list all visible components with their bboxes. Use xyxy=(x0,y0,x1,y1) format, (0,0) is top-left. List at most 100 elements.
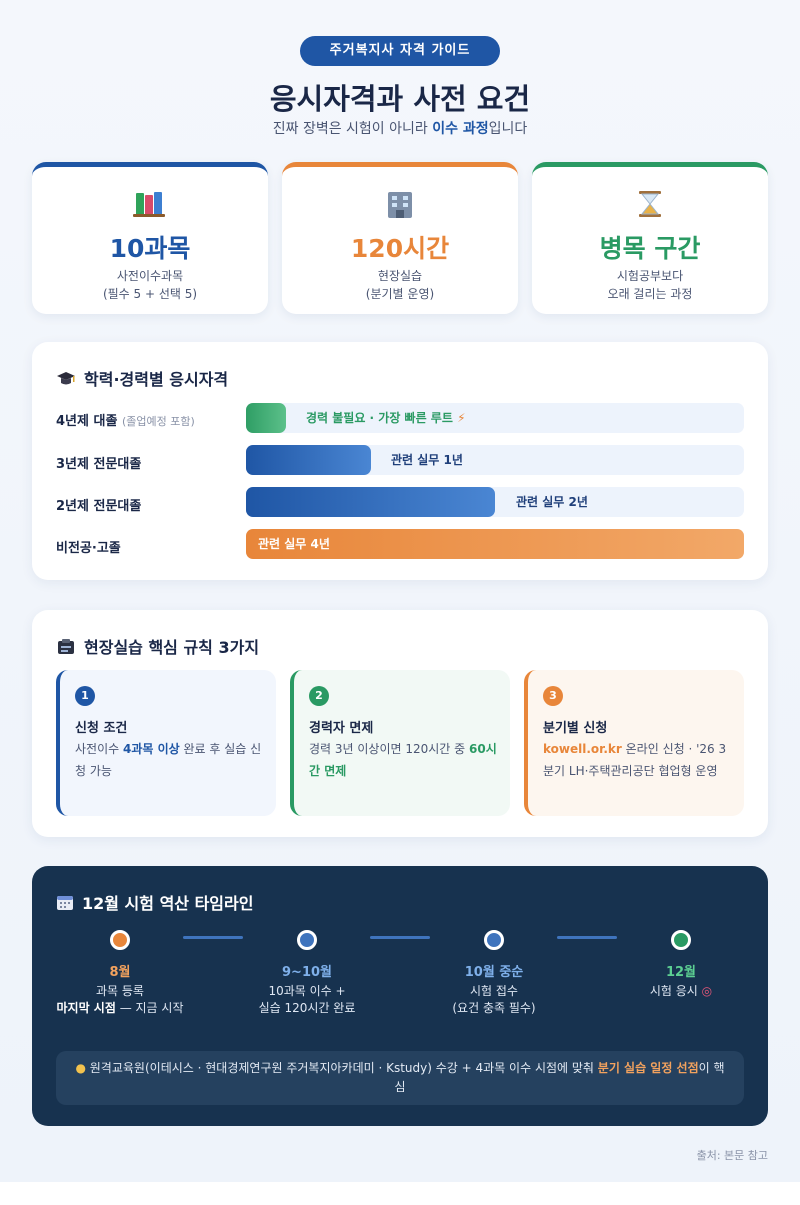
hourglass-icon xyxy=(639,191,661,217)
rule-card-apply: 1 신청 조건 사전이수 4과목 이상 완료 후 실습 신청 가능 xyxy=(56,670,276,816)
row-label-text: 4년제 대졸 xyxy=(56,414,118,429)
eligibility-row-label: 4년제 대졸 (졸업예정 포함) xyxy=(56,410,195,429)
eligibility-title: 학력·경력별 응시자격 xyxy=(84,370,229,389)
guide-badge: 주거복지사 자격 가이드 xyxy=(300,36,500,66)
rule-card-exemption: 2 경력자 면제 경력 3년 이상이면 120시간 중 60시간 면제 xyxy=(290,670,510,816)
timeline-step-title: 8월 xyxy=(109,965,131,980)
timeline-connector xyxy=(183,936,243,939)
stat-desc: 현장실습 xyxy=(377,269,423,283)
clipboard-icon xyxy=(58,639,74,654)
eligibility-bar-fill xyxy=(246,487,495,517)
eligibility-row-label: 3년제 전문대졸 xyxy=(56,457,142,472)
stat-desc-sub: 오래 걸리는 과정 xyxy=(607,287,693,301)
timeline-step-desc: 시험 응시 ◎ xyxy=(611,983,751,1000)
rule-text: 경력 3년 이상이면 120시간 중 xyxy=(309,742,470,756)
step-text: — 지금 시작 xyxy=(115,1001,184,1015)
stat-desc-sub: (분기별 운영) xyxy=(365,287,435,301)
rule-highlight: 60시간 면제 xyxy=(309,742,497,778)
timeline-dot xyxy=(671,930,691,950)
timeline-connector xyxy=(370,936,430,939)
rule-card-quarterly: 3 분기별 신청 kowell.or.kr 온라인 신청 · '26 3분기 L… xyxy=(524,670,744,816)
eligibility-bar-text: 관련 실무 1년 xyxy=(391,453,463,467)
row-label-note: (졸업예정 포함) xyxy=(121,415,195,428)
source-note: 출처: 본문 참고 xyxy=(696,1149,768,1162)
stat-desc-sub: (필수 5 + 선택 5) xyxy=(102,287,198,301)
rule-text: 사전이수 xyxy=(75,742,123,756)
tip-highlight: 분기 실습 일정 선점 xyxy=(597,1061,699,1075)
page-title: 응시자격과 사전 요건 xyxy=(269,82,531,116)
stat-value: 10과목 xyxy=(109,234,191,263)
eligibility-bar-text: 관련 실무 4년 xyxy=(258,537,330,551)
rule-desc: kowell.or.kr 온라인 신청 · '26 3분기 LH·주택관리공단 … xyxy=(543,738,732,782)
rule-link-text: kowell.or.kr xyxy=(543,742,622,756)
tip-text: 원격교육원(이테시스 · 현대경제연구원 주거복지아카데미 · Kstudy) … xyxy=(89,1061,598,1075)
eligibility-heading: 학력·경력별 응시자격 xyxy=(56,366,228,390)
rule-number: 3 xyxy=(543,686,563,706)
stat-card-practice: 120시간 현장실습 (분기별 운영) xyxy=(282,162,518,314)
rule-number: 1 xyxy=(75,686,95,706)
rule-title: 신청 조건 xyxy=(75,721,128,736)
rule-text-end: 온라인 신청 · '26 3분기 LH·주택관리공단 협업형 운영 xyxy=(543,742,727,778)
eligibility-bar-text: 관련 실무 2년 xyxy=(516,495,588,509)
graduation-cap-icon xyxy=(57,372,75,385)
building-icon xyxy=(388,192,412,218)
stat-desc: 사전이수과목 xyxy=(116,269,184,283)
rule-desc: 경력 3년 이상이면 120시간 중 60시간 면제 xyxy=(309,738,498,782)
calendar-icon xyxy=(57,896,73,910)
stat-desc: 시험공부보다 xyxy=(616,269,684,283)
step-line: 10과목 이수 + xyxy=(268,984,346,998)
bar-label: 경력 불필요 · 가장 빠른 루트 xyxy=(306,411,453,425)
step-line: 시험 응시 ◎ xyxy=(611,983,751,1000)
page-subtitle: 진짜 장벽은 시험이 아니라 이수 과정입니다 xyxy=(0,118,800,138)
step-line-2: (요건 충족 필수) xyxy=(452,1001,536,1015)
timeline-title: 12월 시험 역산 타임라인 xyxy=(82,894,254,913)
eligibility-bar-fill xyxy=(246,403,286,433)
stat-card-bottleneck: 병목 구간 시험공부보다 오래 걸리는 과정 xyxy=(532,162,768,314)
step-line-2: 마지막 시점 — 지금 시작 xyxy=(50,1000,190,1017)
timeline-step-title: 12월 xyxy=(665,965,697,980)
eligibility-bar-track: 관련 실무 1년 xyxy=(246,445,744,475)
rule-desc: 사전이수 4과목 이상 완료 후 실습 신청 가능 xyxy=(75,738,264,782)
lightbulb-icon: ● xyxy=(75,1061,86,1075)
rules-heading: 현장실습 핵심 규칙 3가지 xyxy=(56,634,259,658)
eligibility-row-label: 비전공·고졸 xyxy=(56,541,121,556)
subtitle-text-end: 입니다 xyxy=(488,121,528,137)
timeline-dot xyxy=(297,930,317,950)
timeline-heading: 12월 시험 역산 타임라인 xyxy=(56,890,253,914)
rule-text-end: 완료 후 실습 신청 가능 xyxy=(75,742,262,778)
eligibility-bar-track: 관련 실무 4년 xyxy=(246,529,744,559)
stat-card-subjects: 10과목 사전이수과목 (필수 5 + 선택 5) xyxy=(32,162,268,314)
rules-card: 현장실습 핵심 규칙 3가지 1 신청 조건 사전이수 4과목 이상 완료 후 … xyxy=(32,610,768,837)
step-highlight: 마지막 시점 xyxy=(56,1001,116,1015)
eligibility-row-label: 2년제 전문대졸 xyxy=(56,499,142,514)
subtitle-text: 진짜 장벽은 시험이 아니라 xyxy=(272,121,433,137)
eligibility-bar-track: 경력 불필요 · 가장 빠른 루트 ⚡ xyxy=(246,403,744,433)
rules-title: 현장실습 핵심 규칙 3가지 xyxy=(84,638,260,657)
timeline-step-title: 10월 중순 xyxy=(464,965,524,980)
step-line: 과목 등록 xyxy=(96,984,144,998)
eligibility-bar-fill xyxy=(246,445,371,475)
timeline-step-desc: 10과목 이수 + 실습 120시간 완료 xyxy=(237,983,377,1017)
target-icon: ◎ xyxy=(701,984,713,998)
timeline-tip: ● 원격교육원(이테시스 · 현대경제연구원 주거복지아카데미 · Kstudy… xyxy=(56,1051,744,1105)
timeline-dot xyxy=(110,930,130,950)
stat-value: 120시간 xyxy=(350,234,450,263)
eligibility-bar-text: 경력 불필요 · 가장 빠른 루트 ⚡ xyxy=(306,403,466,433)
eligibility-bar-track: 관련 실무 2년 xyxy=(246,487,744,517)
timeline-step-title: 9~10월 xyxy=(282,965,332,980)
rule-title: 분기별 신청 xyxy=(543,721,608,736)
step-line: 시험 접수 xyxy=(470,984,518,998)
rule-title: 경력자 면제 xyxy=(309,721,374,736)
rule-number: 2 xyxy=(309,686,329,706)
lightning-icon: ⚡ xyxy=(457,411,466,425)
step-line-2: 실습 120시간 완료 xyxy=(258,1001,356,1015)
books-icon xyxy=(133,192,165,217)
eligibility-card: 학력·경력별 응시자격 4년제 대졸 (졸업예정 포함) 경력 불필요 · 가장… xyxy=(32,342,768,580)
timeline-step-desc: 시험 접수 (요건 충족 필수) xyxy=(424,983,564,1017)
eligibility-bar-fill xyxy=(246,529,744,559)
subtitle-highlight: 이수 과정 xyxy=(432,121,489,137)
tip-text-end: 이 핵심 xyxy=(394,1061,725,1094)
